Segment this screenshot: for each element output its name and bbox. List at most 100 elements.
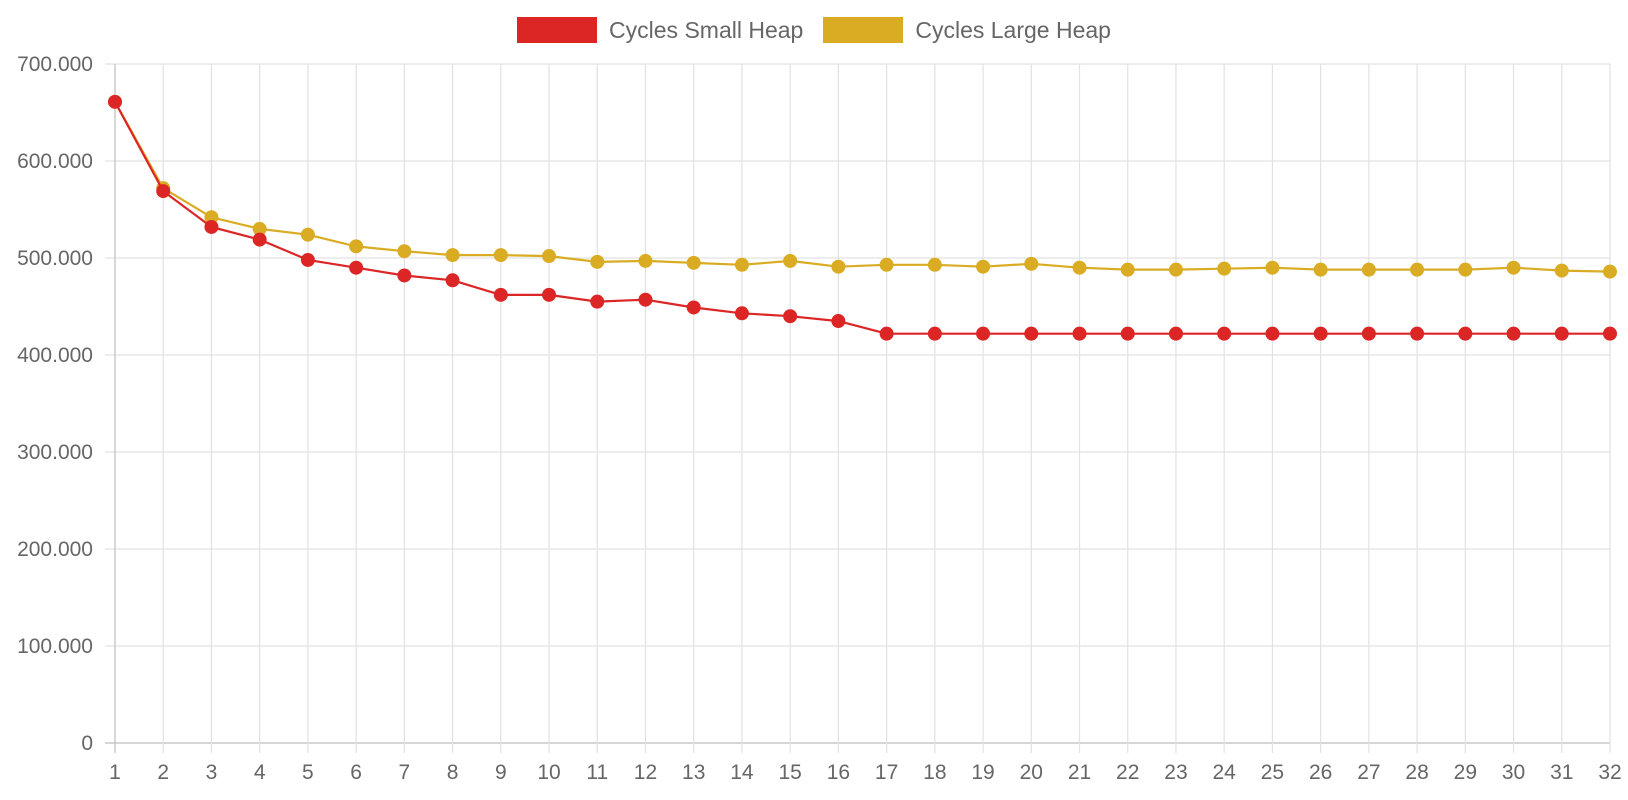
- data-point-large-heap: [1120, 262, 1135, 277]
- x-tick-label: 16: [827, 761, 850, 784]
- data-point-large-heap: [1410, 262, 1425, 277]
- legend-label-small-heap: Cycles Small Heap: [609, 17, 804, 43]
- data-point-large-heap: [1603, 264, 1617, 279]
- data-point-small-heap: [204, 219, 219, 234]
- data-point-large-heap: [1506, 260, 1521, 275]
- data-point-small-heap: [1554, 326, 1569, 341]
- data-point-small-heap: [976, 326, 991, 341]
- x-tick-label: 10: [537, 761, 560, 784]
- x-tick-label: 9: [495, 761, 507, 784]
- data-point-small-heap: [1410, 326, 1425, 341]
- data-point-small-heap: [349, 260, 364, 275]
- data-point-small-heap: [831, 314, 846, 329]
- data-point-large-heap: [1024, 256, 1039, 271]
- x-tick-label: 22: [1116, 761, 1139, 784]
- data-point-small-heap: [1024, 326, 1039, 341]
- chart-legend: Cycles Small Heap Cycles Large Heap: [0, 17, 1628, 43]
- data-point-large-heap: [734, 257, 749, 272]
- y-tick-label: 0: [81, 732, 93, 755]
- data-point-large-heap: [397, 244, 412, 259]
- data-point-large-heap: [686, 255, 701, 270]
- data-point-small-heap: [542, 287, 557, 302]
- data-point-large-heap: [638, 253, 653, 268]
- x-tick-label: 17: [875, 761, 898, 784]
- x-tick-label: 26: [1309, 761, 1332, 784]
- x-tick-label: 29: [1454, 761, 1477, 784]
- legend-swatch-large-heap: [823, 17, 904, 43]
- legend-label-large-heap: Cycles Large Heap: [915, 17, 1111, 43]
- y-tick-label: 200.000: [17, 538, 93, 561]
- x-tick-label: 2: [157, 761, 169, 784]
- x-tick-label: 24: [1213, 761, 1237, 784]
- data-point-large-heap: [300, 227, 315, 242]
- y-tick-label: 700.000: [17, 53, 93, 76]
- x-tick-label: 11: [586, 761, 608, 784]
- data-point-small-heap: [1168, 326, 1183, 341]
- data-point-small-heap: [493, 287, 508, 302]
- x-tick-label: 30: [1502, 761, 1525, 784]
- x-tick-label: 18: [923, 761, 946, 784]
- data-point-small-heap: [252, 232, 267, 247]
- data-point-large-heap: [1458, 262, 1473, 277]
- data-point-large-heap: [349, 239, 364, 254]
- series-line-small-heap: [114, 101, 1610, 335]
- data-point-large-heap: [783, 253, 798, 268]
- data-point-small-heap: [927, 326, 942, 341]
- data-point-large-heap: [831, 259, 846, 274]
- data-point-large-heap: [976, 259, 991, 274]
- x-tick-label: 27: [1357, 761, 1380, 784]
- data-point-small-heap: [156, 184, 171, 199]
- data-point-small-heap: [108, 94, 122, 109]
- data-point-small-heap: [879, 326, 894, 341]
- data-point-small-heap: [397, 268, 412, 283]
- data-point-large-heap: [927, 257, 942, 272]
- x-tick-label: 13: [682, 761, 705, 784]
- series-line-large-heap: [114, 101, 1611, 273]
- data-point-small-heap: [734, 306, 749, 321]
- x-tick-label: 20: [1020, 761, 1043, 784]
- data-point-large-heap: [1265, 260, 1280, 275]
- y-tick-label: 600.000: [17, 150, 93, 173]
- data-point-large-heap: [1072, 260, 1087, 275]
- data-point-small-heap: [300, 252, 315, 267]
- data-point-large-heap: [1361, 262, 1376, 277]
- data-point-large-heap: [1168, 262, 1183, 277]
- data-point-large-heap: [542, 249, 557, 264]
- y-tick-label: 100.000: [17, 635, 93, 658]
- y-tick-label: 500.000: [17, 247, 93, 270]
- data-point-small-heap: [1603, 326, 1617, 341]
- x-tick-label: 31: [1550, 761, 1573, 784]
- data-point-small-heap: [686, 300, 701, 315]
- x-tick-label: 4: [254, 761, 266, 784]
- x-tick-label: 12: [634, 761, 657, 784]
- data-point-large-heap: [590, 254, 605, 269]
- data-point-small-heap: [1361, 326, 1376, 341]
- legend-swatch-small-heap: [517, 17, 598, 43]
- data-point-small-heap: [1313, 326, 1328, 341]
- legend-item-small-heap[interactable]: Cycles Small Heap: [517, 17, 803, 43]
- x-tick-label: 23: [1164, 761, 1187, 784]
- data-point-small-heap: [1120, 326, 1135, 341]
- data-point-small-heap: [638, 292, 653, 307]
- x-tick-label: 28: [1405, 761, 1428, 784]
- data-point-small-heap: [590, 294, 605, 309]
- data-point-large-heap: [1313, 262, 1328, 277]
- x-tick-label: 19: [971, 761, 994, 784]
- data-point-large-heap: [1554, 263, 1569, 278]
- x-tick-label: 14: [730, 761, 754, 784]
- data-point-large-heap: [493, 248, 508, 263]
- x-tick-label: 5: [302, 761, 314, 784]
- data-point-small-heap: [445, 273, 460, 288]
- data-point-large-heap: [1217, 261, 1232, 276]
- x-tick-label: 3: [206, 761, 218, 784]
- data-point-small-heap: [1265, 326, 1280, 341]
- x-tick-label: 7: [399, 761, 411, 784]
- x-tick-label: 25: [1261, 761, 1284, 784]
- data-point-small-heap: [783, 309, 798, 324]
- x-tick-label: 15: [778, 761, 801, 784]
- legend-item-large-heap[interactable]: Cycles Large Heap: [823, 17, 1111, 43]
- x-tick-label: 21: [1068, 761, 1091, 784]
- x-tick-label: 6: [350, 761, 362, 784]
- data-point-small-heap: [1458, 326, 1473, 341]
